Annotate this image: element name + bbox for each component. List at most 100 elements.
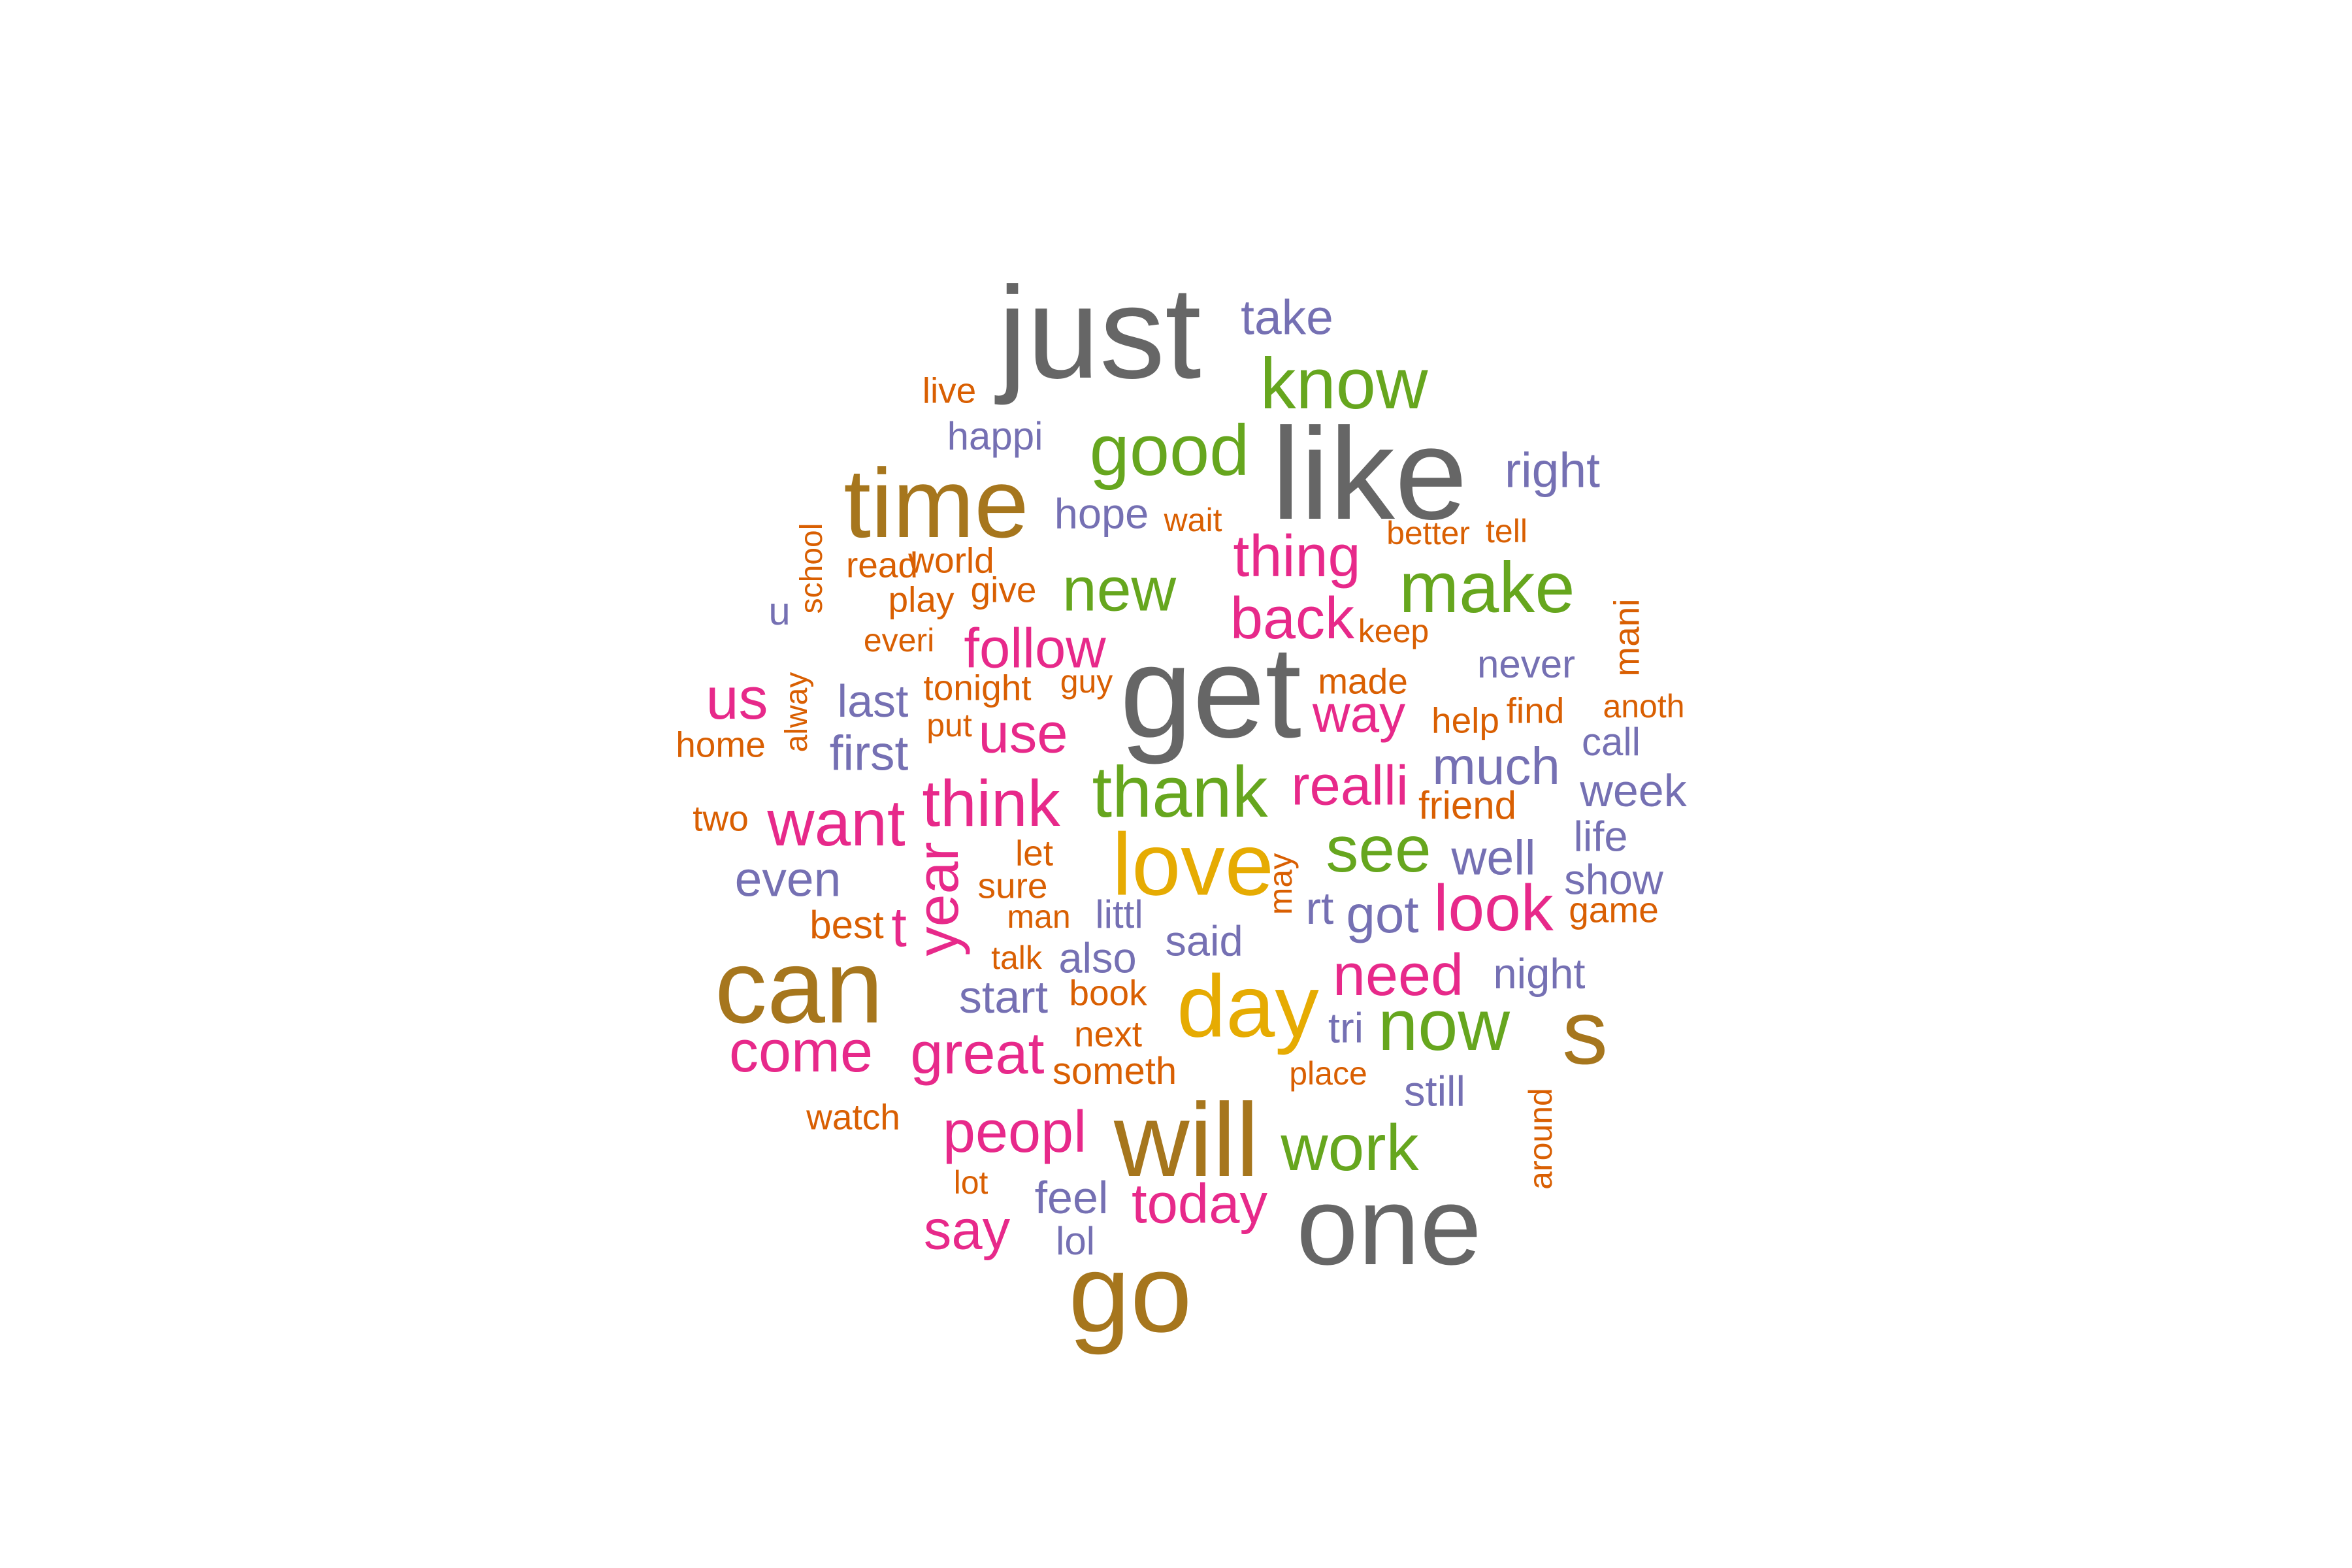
word-tri: tri (1328, 1004, 1364, 1052)
word-week: week (1580, 765, 1687, 816)
word-place: place (1289, 1055, 1367, 1092)
word-play: play (888, 579, 955, 620)
word-mani: mani (1606, 598, 1647, 677)
word-find: find (1506, 690, 1565, 731)
word-much: much (1432, 737, 1560, 795)
word-feel: feel (1034, 1172, 1109, 1223)
word-let: let (1015, 832, 1054, 874)
word-friend: friend (1418, 783, 1517, 827)
word-want: want (767, 787, 906, 860)
word-tonight: tonight (923, 667, 1032, 708)
word-need: need (1332, 943, 1464, 1008)
word-never: never (1477, 642, 1576, 686)
word-one: one (1296, 1164, 1482, 1288)
word-go: go (1068, 1232, 1192, 1356)
word-look: look (1433, 872, 1554, 945)
word-come: come (728, 1019, 874, 1085)
word-first: first (829, 725, 909, 781)
word-hope: hope (1054, 489, 1149, 538)
word-littl: littl (1095, 892, 1143, 936)
word-show: show (1564, 855, 1663, 904)
word-last: last (837, 676, 909, 727)
word-made: made (1318, 661, 1408, 702)
word-thank: thank (1092, 752, 1268, 832)
word-love: love (1112, 815, 1274, 914)
word-back: back (1230, 586, 1355, 651)
word-around: around (1522, 1088, 1559, 1190)
word-even: even (734, 851, 841, 907)
word-alway: alway (779, 672, 814, 753)
word-someth: someth (1052, 1050, 1177, 1092)
word-say: say (923, 1199, 1011, 1262)
word-day: day (1177, 956, 1319, 1056)
word-may: may (1262, 853, 1299, 915)
word-now: now (1378, 985, 1510, 1066)
word-live: live (922, 370, 977, 411)
word-make: make (1399, 547, 1575, 628)
word-everi: everi (863, 622, 935, 659)
word-new: new (1062, 555, 1177, 625)
word-happi: happi (947, 414, 1043, 458)
word-just: just (998, 260, 1201, 406)
word-right: right (1505, 442, 1600, 498)
word-life: life (1573, 812, 1628, 860)
word-peopl: peopl (942, 1100, 1087, 1165)
word-get: get (1119, 619, 1302, 765)
word-see: see (1326, 813, 1431, 886)
word-tell: tell (1486, 513, 1527, 549)
word-next: next (1074, 1013, 1142, 1054)
word-home: home (676, 724, 766, 765)
word-today: today (1132, 1173, 1267, 1235)
word-take: take (1241, 289, 1333, 345)
word-well: well (1451, 830, 1536, 885)
word-world: world (908, 540, 994, 581)
word-lol: lol (1055, 1219, 1096, 1263)
word-guy: guy (1060, 663, 1113, 700)
word-two: two (693, 798, 749, 839)
word-thing: thing (1233, 524, 1361, 589)
word-watch: watch (806, 1096, 900, 1137)
word-put: put (926, 707, 972, 743)
word-still: still (1404, 1067, 1465, 1115)
word-start: start (958, 972, 1049, 1022)
word-can: can (715, 928, 883, 1045)
word-help: help (1431, 700, 1499, 741)
word-use: use (978, 702, 1068, 765)
word-s: s (1562, 981, 1608, 1083)
word-u: u (768, 589, 791, 633)
word-rt: rt (1305, 883, 1334, 934)
word-call: call (1581, 720, 1641, 764)
word-read: read (845, 544, 919, 585)
word-think: think (922, 767, 1060, 840)
word-anoth: anoth (1603, 688, 1685, 725)
word-time: time (843, 448, 1029, 558)
word-way: way (1312, 685, 1406, 743)
word-good: good (1089, 410, 1250, 491)
word-great: great (910, 1021, 1045, 1086)
word-also: also (1058, 934, 1137, 982)
word-sure: sure (977, 865, 1048, 906)
word-said: said (1165, 917, 1243, 965)
word-keep: keep (1358, 613, 1429, 649)
word-book: book (1069, 972, 1147, 1013)
word-better: better (1386, 515, 1470, 551)
word-follow: follow (964, 617, 1106, 680)
word-like: like (1271, 401, 1468, 547)
word-school: school (794, 523, 829, 614)
word-got: got (1346, 885, 1419, 943)
word-man: man (1007, 898, 1071, 935)
word-give: give (970, 569, 1037, 610)
word-best: best (809, 903, 884, 947)
word-lot: lot (953, 1164, 988, 1201)
word-year: year (906, 841, 971, 956)
word-t: t (891, 896, 907, 959)
word-know: know (1260, 344, 1428, 424)
word-work: work (1281, 1111, 1419, 1184)
word-talk: talk (991, 939, 1042, 976)
word-realli: realli (1291, 755, 1409, 817)
word-will: will (1113, 1081, 1260, 1198)
word-night: night (1493, 949, 1586, 998)
word-wait: wait (1164, 502, 1222, 538)
word-game: game (1569, 889, 1659, 930)
